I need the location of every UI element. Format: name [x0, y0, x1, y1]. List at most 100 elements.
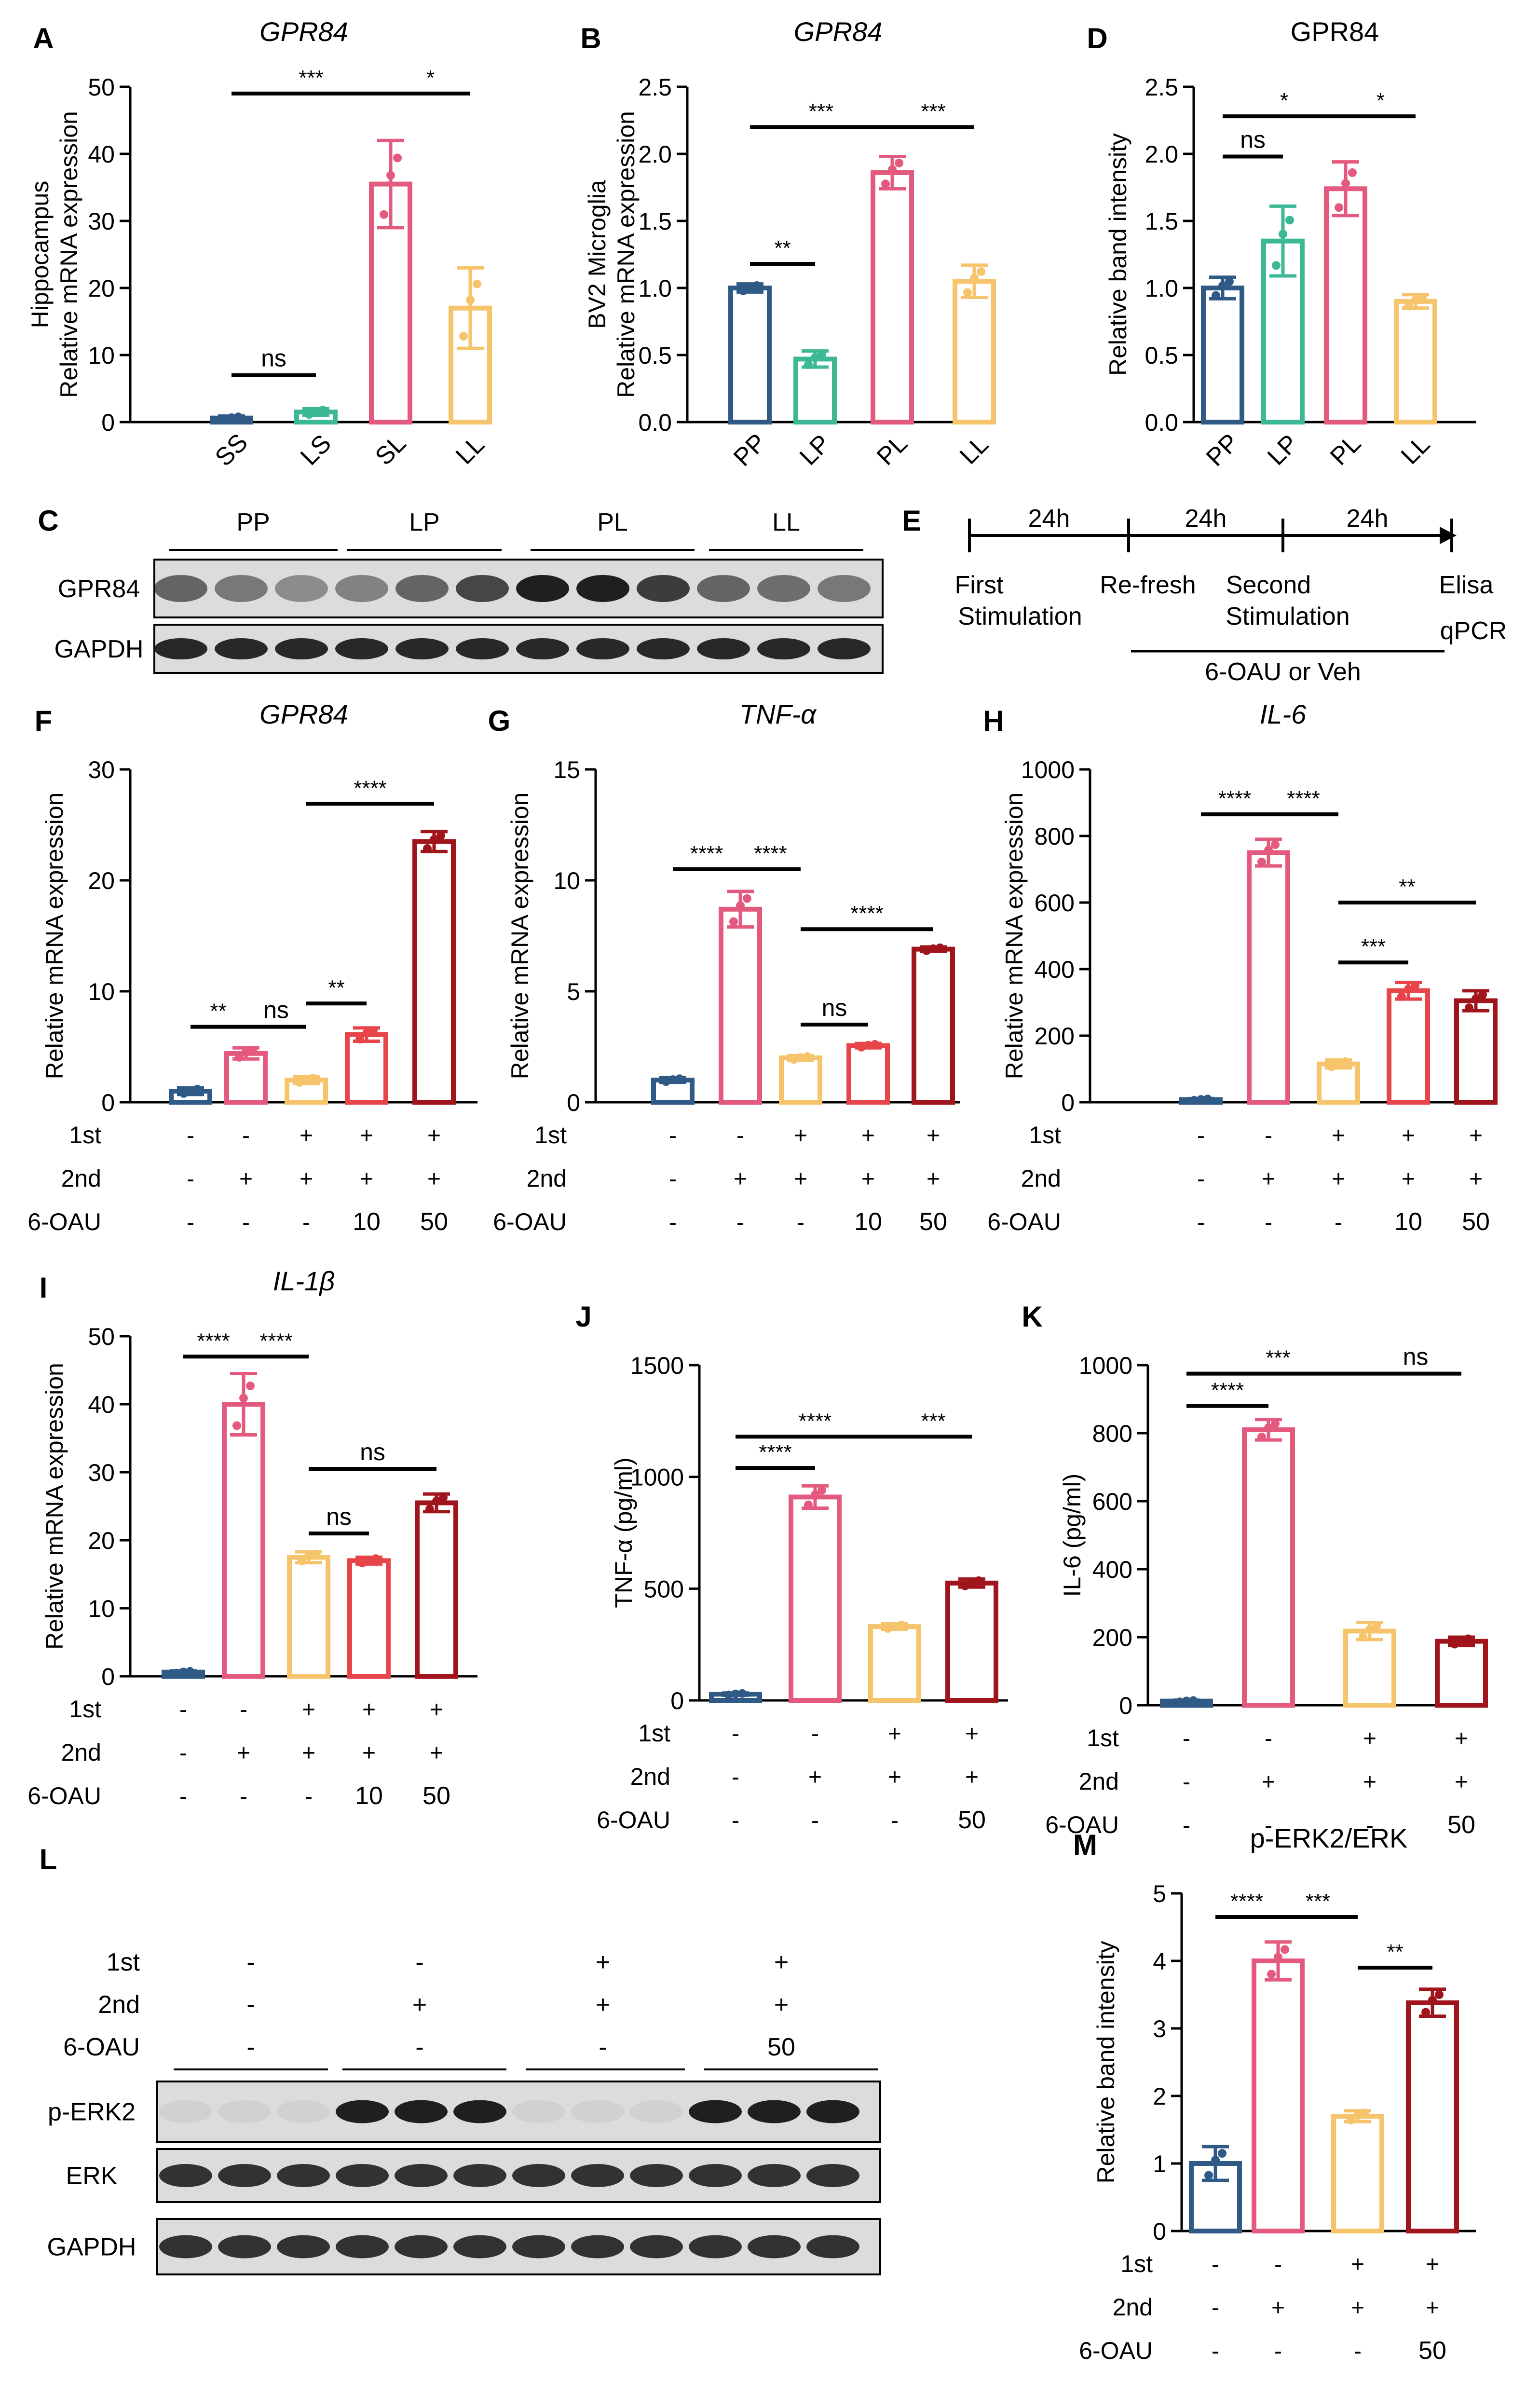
x-tick-label: PP	[1201, 428, 1244, 472]
significance-label: ns	[1240, 126, 1266, 153]
chart-title: IL-1β	[273, 1266, 335, 1296]
blot-band	[697, 638, 750, 659]
panel-letter: K	[1022, 1301, 1042, 1333]
y-tick-label: 2.0	[1145, 141, 1178, 168]
blot-band	[159, 2235, 212, 2259]
blot-band	[512, 2100, 565, 2123]
data-point	[1334, 1058, 1343, 1068]
data-point	[811, 1490, 819, 1499]
condition-value: +	[362, 1697, 376, 1723]
data-point	[466, 296, 475, 305]
blot-band	[748, 2100, 801, 2123]
bar	[1343, 1629, 1396, 1708]
blot-band	[630, 2235, 683, 2259]
data-point	[1418, 293, 1427, 302]
blot-band	[806, 2164, 859, 2187]
blot-band	[277, 2100, 330, 2123]
condition-value: +	[360, 1166, 373, 1192]
blot-band	[275, 638, 328, 659]
significance-label: ***	[1266, 1346, 1290, 1370]
condition-value: +	[794, 1166, 807, 1192]
x-tick-label: LP	[1262, 429, 1304, 471]
condition-value: 50	[958, 1806, 986, 1834]
condition-value: +	[430, 1740, 443, 1766]
y-axis-title: Relative mRNA expression	[613, 111, 640, 398]
data-point	[729, 917, 738, 926]
blot-band	[336, 2235, 389, 2259]
data-point	[1335, 203, 1343, 212]
condition-row-label: 1st	[1029, 1122, 1061, 1149]
data-point	[1212, 291, 1220, 300]
data-point	[1421, 2008, 1430, 2017]
data-point	[1281, 1945, 1289, 1954]
y-axis-title: IL-6 (pg/ml)	[1059, 1474, 1086, 1597]
condition-value: -	[242, 1210, 250, 1235]
data-point	[318, 405, 327, 414]
condition-row-label: 6-OAU	[1079, 2337, 1153, 2364]
data-point	[1341, 1057, 1349, 1066]
condition-value: -	[669, 1210, 677, 1235]
y-tick-label: 0	[670, 1687, 684, 1714]
y-tick-label: 50	[88, 74, 115, 101]
condition-value: -	[1197, 1166, 1205, 1192]
panel-letter: M	[1073, 1829, 1097, 1861]
data-point	[790, 1055, 798, 1064]
duration-label: 24h	[1347, 505, 1389, 533]
condition-value: +	[1363, 1726, 1376, 1752]
y-tick-label: 3	[1153, 2015, 1166, 2042]
bar	[1324, 186, 1367, 424]
condition-value: -	[736, 1123, 744, 1149]
condition-value: -	[1212, 2252, 1219, 2277]
significance-label: ****	[850, 902, 884, 925]
blot-band	[395, 575, 449, 602]
condition-value: -	[1265, 1210, 1272, 1235]
blot-band	[571, 2235, 624, 2259]
data-point	[459, 332, 468, 341]
data-point	[220, 415, 229, 424]
blot-band	[806, 2100, 859, 2123]
data-point	[1285, 216, 1294, 225]
panel-letter: B	[580, 22, 601, 55]
data-point	[242, 1048, 250, 1057]
condition-value: +	[412, 1991, 427, 2019]
significance-label: ns	[1403, 1343, 1429, 1370]
timeline-label: qPCR	[1440, 617, 1507, 645]
condition-value: +	[808, 1765, 822, 1790]
data-point	[1271, 1419, 1280, 1428]
condition-value: +	[237, 1740, 250, 1766]
condition-row-label: 2nd	[630, 1763, 670, 1790]
y-tick-label: 10	[553, 867, 580, 894]
condition-value: -	[415, 1948, 423, 1976]
condition-value: +	[794, 1123, 807, 1149]
condition-value: 50	[919, 1208, 947, 1236]
condition-value: +	[1402, 1123, 1415, 1149]
data-point	[818, 350, 826, 359]
condition-value: -	[599, 2033, 607, 2061]
y-tick-label: 800	[1035, 823, 1075, 850]
data-point	[974, 1576, 983, 1585]
blot-band	[395, 2100, 448, 2123]
data-point	[1218, 281, 1227, 290]
data-point	[186, 1086, 195, 1095]
y-tick-label: 20	[88, 275, 115, 302]
data-point	[386, 171, 395, 180]
condition-row-label: 2nd	[1113, 2294, 1153, 2321]
condition-value: +	[300, 1166, 313, 1192]
blot-band	[154, 575, 207, 602]
condition-value: +	[1363, 1769, 1376, 1795]
data-point	[432, 1496, 441, 1506]
condition-row-label: 2nd	[61, 1165, 101, 1192]
condition-value: -	[732, 1808, 739, 1834]
duration-label: 24h	[1185, 505, 1227, 533]
panel-D: 0.0 0.5 1.0 1.5 2.0 2.5 D GPR84 Relative band in…	[1087, 16, 1476, 472]
blot-band	[806, 2235, 859, 2259]
y-tick-label: 2.0	[638, 141, 672, 168]
condition-value: 10	[353, 1208, 381, 1236]
y-axis-title: Relative mRNA expression	[506, 793, 533, 1080]
bar	[1252, 1958, 1305, 2233]
condition-value: -	[305, 1784, 313, 1809]
data-point	[1264, 1423, 1273, 1432]
panel-B: 0.0 0.5 1.0 1.5 2.0 2.5 B GPR84 BV2 Microglia Rel…	[580, 16, 996, 472]
condition-value: -	[1366, 1813, 1374, 1838]
condition-row-label: 6-OAU	[1045, 1811, 1119, 1838]
